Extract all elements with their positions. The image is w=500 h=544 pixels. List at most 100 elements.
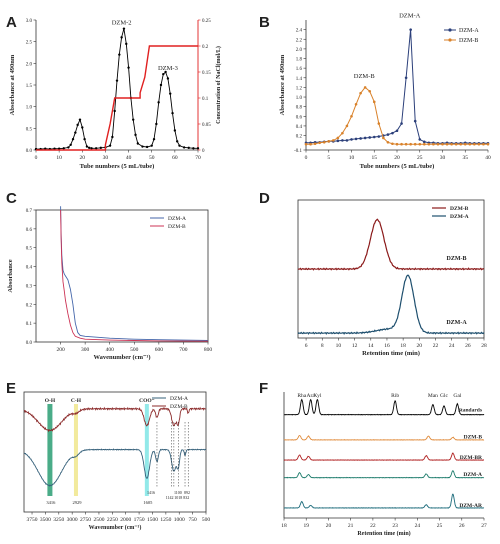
panel-b-point bbox=[382, 136, 385, 140]
panel-f-series bbox=[283, 435, 485, 441]
panel-a-ytick-label: 0.0 bbox=[26, 149, 33, 154]
panel-b-point bbox=[391, 142, 394, 146]
panel-b-point bbox=[377, 122, 381, 125]
panel-d-legend-label: DZM-A bbox=[450, 214, 469, 220]
panel-e-xtick-label: 1250 bbox=[160, 517, 171, 523]
panel-a-series-nacl bbox=[36, 45, 198, 151]
panel-e-xtick-label: 2500 bbox=[93, 517, 104, 523]
panel-b-series-dzm-a bbox=[306, 29, 488, 144]
panel-b-point bbox=[368, 136, 372, 139]
panel-b-ytick-label: 2.2 bbox=[296, 38, 303, 43]
panel-b-point bbox=[363, 86, 367, 89]
panel-e-xtick-label: 2250 bbox=[107, 517, 118, 523]
panel-e-xtick-label: 3250 bbox=[53, 517, 64, 523]
panel-f-series bbox=[283, 452, 484, 461]
panel-e-series-dzm-b bbox=[23, 406, 206, 433]
panel-b-series-dzm-b bbox=[306, 86, 488, 145]
panel-b-legend-label: DZM-A bbox=[459, 28, 479, 34]
panel-e-band-label: O-H bbox=[45, 398, 56, 404]
panel-a-y2tick-label: 0.05 bbox=[202, 123, 211, 128]
panel-b-xtick-label: 5 bbox=[327, 155, 330, 161]
panel-a-ytick-label: 1.0 bbox=[26, 106, 33, 111]
panel-d-xtick-label: 12 bbox=[352, 343, 358, 349]
panel-b-ytick-label: 0.2 bbox=[296, 135, 303, 140]
panel-c-xtick-label: 200 bbox=[56, 347, 65, 353]
panel-b-point bbox=[418, 142, 422, 146]
panel-c-xtick-label: 400 bbox=[106, 347, 115, 353]
panel-e-band-value: 1605 bbox=[143, 500, 153, 505]
panel-b-point bbox=[386, 140, 390, 144]
panel-d-legend-label: DZM-B bbox=[450, 206, 469, 212]
panel-e-peak-label: 1018 bbox=[174, 495, 182, 500]
panel-b-ytick-label: 0.4 bbox=[296, 125, 303, 130]
panel-a-ytick-label: 1.5 bbox=[26, 84, 33, 89]
panel-c-ytick-label: 0.6 bbox=[26, 228, 33, 233]
panel-f-xtick-label: 20 bbox=[326, 523, 332, 529]
panel-a-point bbox=[71, 137, 75, 141]
panel-label-b: B bbox=[259, 14, 270, 31]
panel-f-trace-label: DZM-B bbox=[464, 435, 483, 441]
panel-c-xlabel: Wavenumber (cm⁻¹) bbox=[93, 354, 150, 361]
panel-b-ytick-label: 1.4 bbox=[296, 77, 303, 82]
panel-e-legend-label: DZM-B bbox=[170, 404, 188, 410]
panel-a-point bbox=[175, 140, 179, 143]
panel-f-trace-label: DZM-BR bbox=[460, 455, 483, 461]
panel-f-xtick-label: 19 bbox=[303, 523, 309, 529]
panel-c-legend-label: DZM-B bbox=[168, 224, 186, 230]
panel-a-xtick-label: 40 bbox=[126, 155, 132, 161]
panel-a-point bbox=[83, 137, 86, 141]
panel-c-ytick-label: 0.3 bbox=[26, 284, 33, 289]
panel-a-ylabel: Absorbance at 490nm bbox=[9, 54, 16, 115]
panel-b-point bbox=[450, 142, 453, 146]
panel-b-point bbox=[345, 124, 349, 128]
panel-a-point bbox=[178, 144, 181, 147]
panel-c-ytick-label: 0.5 bbox=[26, 247, 33, 252]
panel-d-xtick-label: 10 bbox=[336, 343, 342, 349]
panel-b-point bbox=[386, 133, 390, 136]
panel-b-ytick-label: 0.8 bbox=[296, 106, 303, 111]
panel-b-point bbox=[309, 142, 312, 146]
panel-a-point bbox=[150, 144, 153, 147]
panel-c-ytick-label: 0.2 bbox=[26, 303, 33, 308]
panel-c-ylabel: Absorbance bbox=[7, 259, 14, 292]
panel-b-legend-marker bbox=[448, 28, 452, 32]
panel-c-ytick-label: 0.4 bbox=[26, 266, 33, 271]
panel-e-band-label: COO⁻ bbox=[139, 398, 155, 404]
panel-d-xtick-label: 6 bbox=[305, 343, 308, 349]
panel-e-series-dzm-a bbox=[23, 448, 207, 487]
panel-b-xtick-label: 20 bbox=[394, 155, 400, 161]
panel-c-axes bbox=[35, 209, 209, 343]
panel-a-xtick-label: 0 bbox=[35, 155, 38, 161]
panel-b-point bbox=[468, 142, 472, 146]
panel-a-point bbox=[162, 72, 165, 76]
panel-e-xlabel: Wavenumber (cm⁻¹) bbox=[89, 524, 142, 531]
panel-e-xtick-label: 1500 bbox=[147, 517, 158, 523]
panel-a-point bbox=[141, 145, 144, 148]
panel-a-point bbox=[118, 53, 121, 56]
panel-a-point bbox=[171, 111, 174, 115]
panel-a-point bbox=[111, 135, 114, 139]
panel-a-point bbox=[90, 147, 93, 150]
panel-d-xtick-label: 26 bbox=[465, 343, 471, 349]
panel-a-point bbox=[94, 147, 98, 150]
panel-a-point bbox=[67, 146, 70, 149]
panel-f-xtick-label: 25 bbox=[437, 523, 443, 529]
panel-b-point bbox=[459, 142, 463, 146]
panel-e-xtick-label: 3000 bbox=[67, 517, 78, 523]
panel-a-point bbox=[122, 27, 126, 30]
panel-a-point bbox=[108, 144, 112, 147]
panel-b-point bbox=[354, 137, 358, 141]
panel-a-point bbox=[164, 70, 167, 74]
panel-f-series bbox=[283, 398, 485, 416]
panel-b-point bbox=[395, 142, 399, 146]
panel-f-trace-label: Standards bbox=[458, 408, 482, 414]
panel-e-xtick-label: 1750 bbox=[134, 517, 145, 523]
panel-b-point bbox=[359, 91, 362, 95]
panel-c-xtick-label: 600 bbox=[155, 347, 164, 353]
panel-a-point bbox=[173, 129, 177, 132]
panel-b-xtick-label: 0 bbox=[305, 155, 308, 161]
panel-f-xtick-label: 24 bbox=[415, 523, 421, 529]
panel-d-xtick-label: 20 bbox=[417, 343, 423, 349]
panel-d-xtick-label: 22 bbox=[433, 343, 439, 349]
panel-a-point bbox=[44, 147, 47, 150]
